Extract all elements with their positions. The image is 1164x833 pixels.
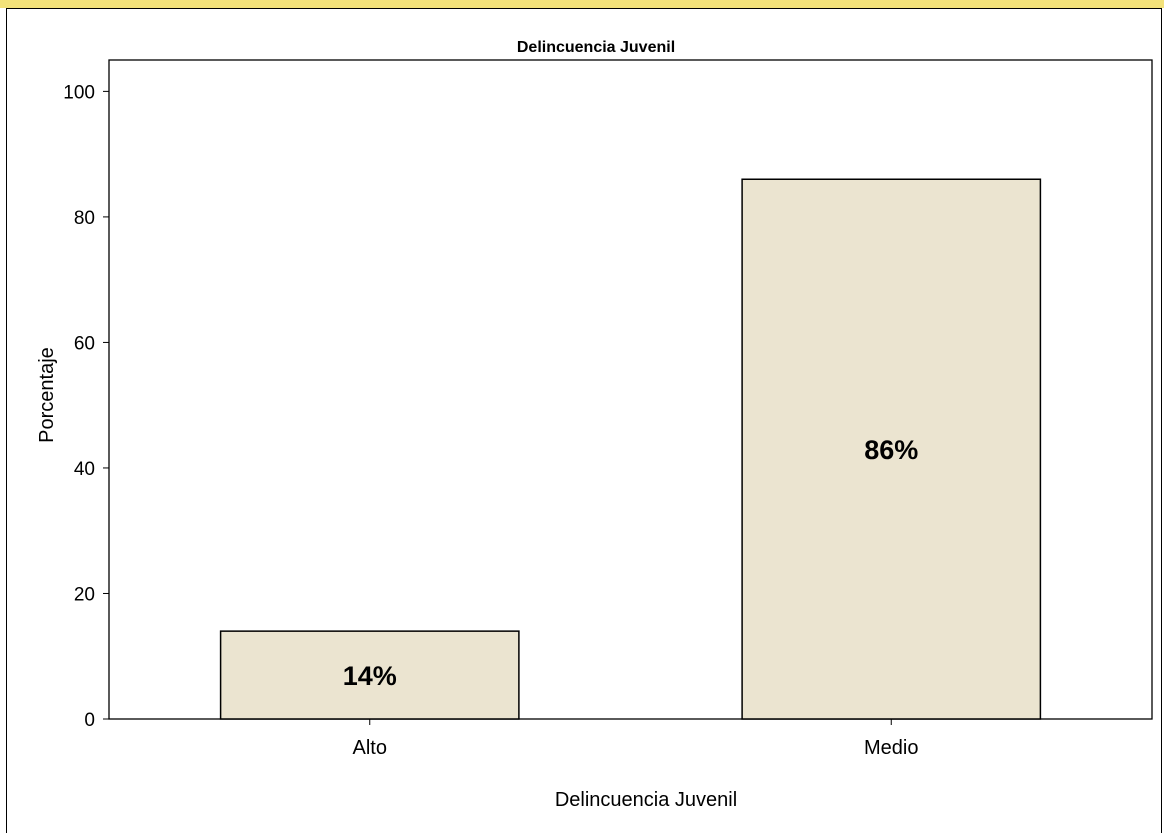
y-axis-label: Porcentaje (36, 347, 58, 443)
y-tick-label: 20 (74, 584, 95, 605)
bar-medio (741, 178, 1042, 720)
x-tick-label-medio: Medio (864, 737, 918, 759)
chart-title: Delincuencia Juvenil (517, 39, 675, 56)
top-decorative-strip (0, 0, 1164, 8)
x-axis-label: Delincuencia Juvenil (555, 789, 737, 811)
data-label-medio: 86% (864, 435, 918, 465)
y-tick-label: 60 (74, 333, 95, 354)
y-tick-label: 80 (74, 208, 95, 229)
y-tick-label: 0 (84, 710, 95, 731)
data-label-alto: 14% (343, 661, 397, 691)
y-tick-label: 100 (63, 82, 95, 103)
bar-alto (219, 630, 520, 720)
y-tick-label: 40 (74, 459, 95, 480)
x-axis-ticks: Alto Medio (353, 719, 918, 759)
x-tick-label-alto: Alto (353, 737, 387, 759)
y-axis-ticks: 0 20 40 60 80 100 (63, 82, 109, 731)
bars: 14% 86% (219, 178, 1042, 720)
